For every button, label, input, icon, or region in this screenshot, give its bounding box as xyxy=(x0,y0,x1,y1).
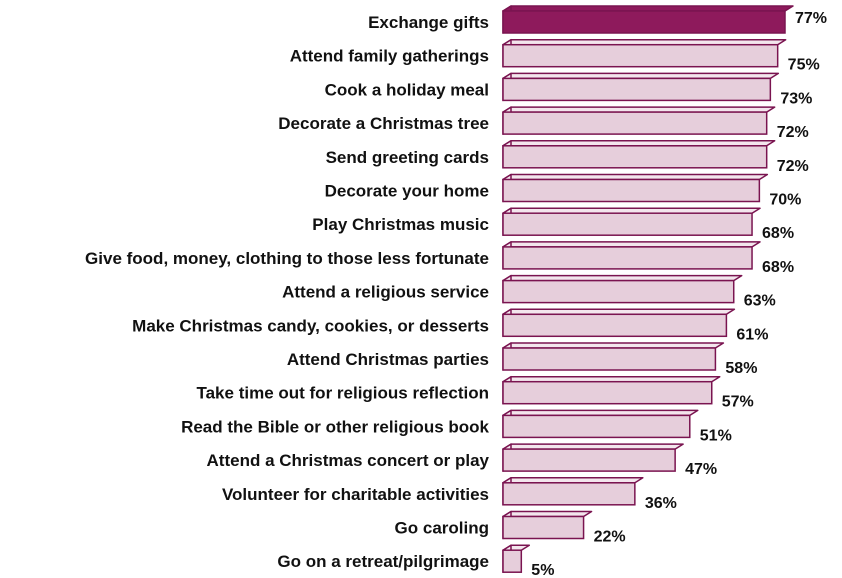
value-label: 72% xyxy=(777,124,809,141)
category-label: Give food, money, clothing to those less… xyxy=(85,249,489,268)
bar xyxy=(502,140,776,169)
category-label: Decorate your home xyxy=(325,182,489,201)
category-label: Go on a retreat/pilgrimage xyxy=(277,552,489,571)
value-label: 68% xyxy=(762,225,794,242)
bar xyxy=(502,443,684,472)
value-label: 63% xyxy=(744,293,776,310)
value-label: 77% xyxy=(795,10,827,27)
value-label: 72% xyxy=(777,158,809,175)
category-label: Attend a Christmas concert or play xyxy=(207,451,490,470)
bar xyxy=(502,544,531,573)
bar xyxy=(502,308,736,338)
value-label: 70% xyxy=(769,192,801,209)
category-label: Play Christmas music xyxy=(312,215,489,234)
value-label: 75% xyxy=(788,57,820,74)
value-label: 36% xyxy=(645,495,677,512)
bar xyxy=(502,477,644,506)
value-label: 5% xyxy=(531,562,554,578)
category-label: Decorate a Christmas tree xyxy=(278,114,489,133)
bar xyxy=(502,72,780,102)
bar xyxy=(502,375,721,405)
value-label: 57% xyxy=(722,394,754,411)
bar xyxy=(502,274,743,304)
category-label: Make Christmas candy, cookies, or desser… xyxy=(132,316,489,335)
category-label: Attend Christmas parties xyxy=(287,350,489,369)
category-label: Cook a holiday meal xyxy=(325,80,489,99)
value-label: 73% xyxy=(780,90,812,107)
category-label: Send greeting cards xyxy=(326,148,489,167)
bar xyxy=(502,207,761,236)
value-label: 22% xyxy=(594,529,626,546)
category-label: Exchange gifts xyxy=(368,13,489,32)
category-label: Read the Bible or other religious book xyxy=(181,417,489,436)
bar xyxy=(502,173,769,203)
value-label: 51% xyxy=(700,427,732,444)
category-label: Take time out for religious reflection xyxy=(196,384,489,403)
bar xyxy=(502,510,593,540)
category-label: Go caroling xyxy=(395,519,489,538)
bar xyxy=(502,5,794,34)
bar xyxy=(502,38,787,68)
category-label: Attend family gatherings xyxy=(290,47,489,66)
category-labels-group: Exchange gifts Attend family gatherings Co… xyxy=(85,13,489,571)
value-label: 61% xyxy=(736,326,768,343)
category-label: Volunteer for charitable activities xyxy=(222,485,489,504)
value-label: 47% xyxy=(685,461,717,478)
bar xyxy=(502,241,761,270)
bar xyxy=(502,409,699,439)
value-label: 68% xyxy=(762,259,794,276)
value-labels-group: 77% 75% 73% 72% 72% 70% 68% 68% 63% 61% 58% 57% 51% 4… xyxy=(531,10,827,578)
bars-group xyxy=(502,5,794,573)
value-label: 58% xyxy=(725,360,757,377)
category-label: Attend a religious service xyxy=(282,283,489,302)
bar xyxy=(502,106,776,135)
bar xyxy=(502,342,725,371)
